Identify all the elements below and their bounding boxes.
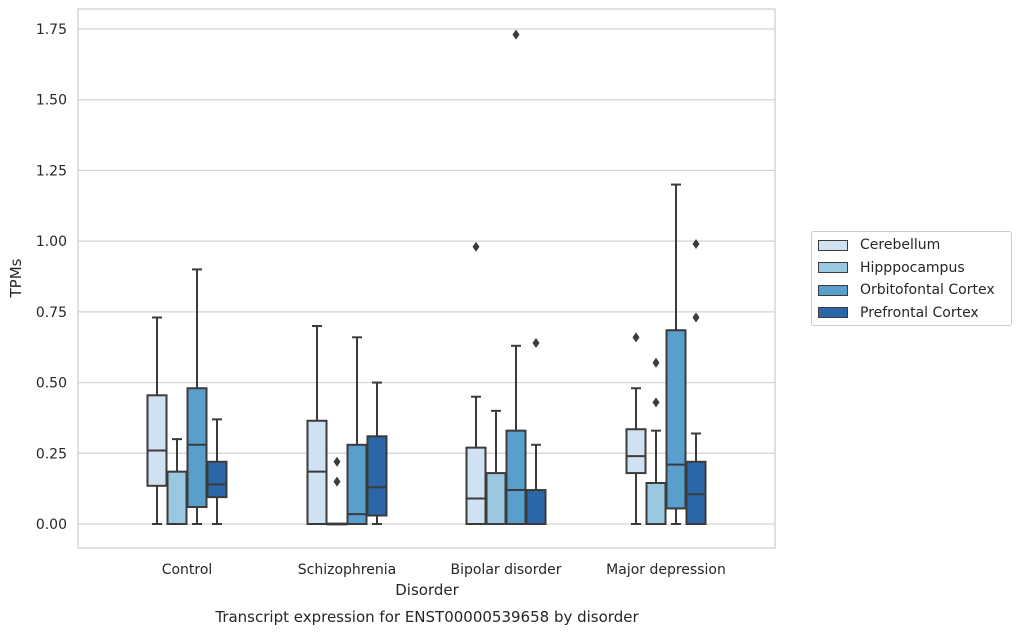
legend-swatch — [818, 239, 848, 251]
x-tick-labels: Control Schizophrenia Bipolar disorder Majo… — [162, 562, 726, 578]
outlier-point — [692, 312, 700, 323]
box-rect — [485, 472, 507, 526]
outlier-point — [532, 337, 540, 348]
x-tick-label: Control — [162, 562, 213, 578]
x-tick-label: Schizophrenia — [298, 562, 396, 578]
legend-label: Orbitofontal Cortex — [860, 282, 995, 298]
outlier-point — [512, 29, 520, 40]
outlier-point — [632, 332, 640, 343]
box-rect — [665, 329, 687, 510]
y-tick-label: 1.25 — [36, 163, 67, 179]
box-prefrontal-cortex — [366, 381, 388, 525]
y-tick-labels: 0.00 0.25 0.50 0.75 1.00 1.25 1.50 1.75 — [36, 22, 67, 533]
legend-swatch — [818, 284, 848, 296]
box-rect — [525, 489, 547, 525]
box-rect — [346, 443, 368, 525]
legend-item: Hipppocampus — [818, 258, 965, 278]
box-rect — [186, 387, 208, 509]
legend-label: Prefrontal Cortex — [860, 304, 979, 321]
box-rect — [685, 460, 707, 525]
box-rect — [625, 428, 647, 475]
box-rect — [206, 460, 228, 499]
box-orbitofontal-cortex — [346, 336, 368, 525]
y-tick-label: 1.00 — [36, 234, 67, 250]
box-hipppocampus — [645, 357, 667, 526]
legend-label: Hipppocampus — [860, 259, 965, 276]
x-tick-label: Bipolar disorder — [450, 562, 561, 578]
y-axis-label: TPMs — [7, 258, 25, 298]
box-hipppocampus — [485, 409, 507, 526]
legend-item: Prefrontal Cortex — [818, 303, 979, 323]
legend-label: Cerebellum — [860, 237, 941, 253]
outlier-point — [333, 456, 341, 467]
box-hipppocampus — [326, 456, 348, 526]
y-tick-label: 0.00 — [36, 517, 67, 533]
box-rect — [645, 481, 667, 526]
outlier-point — [652, 357, 660, 368]
y-tick-label: 0.75 — [36, 305, 67, 321]
box-rect — [505, 429, 527, 525]
box-rect — [465, 446, 487, 525]
box-hipppocampus — [166, 438, 188, 525]
y-tick-label: 1.75 — [36, 22, 67, 38]
y-tick-label: 0.50 — [36, 376, 67, 392]
x-tick-label: Major depression — [606, 562, 726, 578]
outlier-point — [652, 397, 660, 408]
x-axis-label: Disorder — [395, 581, 459, 599]
legend-item: Orbitofontal Cortex — [818, 280, 995, 300]
y-tick-label: 1.50 — [36, 93, 67, 109]
box-rect — [146, 394, 168, 487]
box-cerebellum — [625, 332, 647, 525]
box-orbitofontal-cortex — [665, 183, 687, 525]
legend-item: Cerebellum — [818, 235, 940, 255]
box-rect — [366, 435, 388, 517]
y-tick-label: 0.25 — [36, 446, 67, 462]
box-cerebellum — [306, 325, 328, 525]
legend: Cerebellum Hipppocampus Orbitofontal Corte… — [811, 231, 1012, 326]
box-rect — [166, 470, 188, 525]
box-layer — [146, 29, 707, 526]
box-orbitofontal-cortex — [505, 29, 527, 525]
box-orbitofontal-cortex — [186, 268, 208, 525]
box-prefrontal-cortex — [685, 238, 707, 525]
box-prefrontal-cortex — [525, 337, 547, 525]
chart-title: Transcript expression for ENST0000053965… — [214, 608, 639, 626]
legend-swatch — [818, 262, 848, 273]
legend-swatch — [818, 307, 848, 318]
outlier-point — [692, 238, 700, 249]
outlier-point — [472, 241, 480, 252]
box-prefrontal-cortex — [206, 418, 228, 525]
outlier-point — [333, 476, 341, 487]
plot-frame — [77, 8, 776, 549]
box-cerebellum — [146, 316, 168, 525]
